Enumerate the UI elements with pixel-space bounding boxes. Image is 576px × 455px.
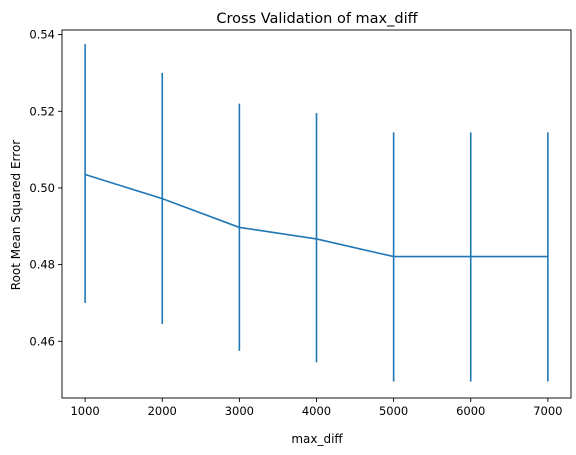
chart-marks <box>84 44 549 382</box>
x-tick-label: 2000 <box>148 404 177 418</box>
y-tick-label: 0.54 <box>29 28 55 42</box>
x-tick-label: 4000 <box>302 404 331 418</box>
x-tick-label: 6000 <box>456 404 485 418</box>
x-tick-label: 5000 <box>379 404 408 418</box>
x-tick-label: 1000 <box>70 404 99 418</box>
chart-title: Cross Validation of max_diff <box>216 11 418 27</box>
x-tick-label: 7000 <box>533 404 562 418</box>
axis-ticks: 1000 2000 3000 4000 5000 6000 7000 0.46 0.48 0.50… <box>29 28 562 418</box>
y-tick-label: 0.52 <box>29 104 55 118</box>
x-axis-label: max_diff <box>291 432 343 446</box>
series-line <box>84 173 548 258</box>
y-axis-label: Root Mean Squared Error <box>9 140 23 291</box>
x-tick-label: 3000 <box>225 404 254 418</box>
y-tick-label: 0.46 <box>29 334 55 348</box>
y-tick-label: 0.50 <box>29 181 55 195</box>
y-tick-label: 0.48 <box>29 258 55 272</box>
